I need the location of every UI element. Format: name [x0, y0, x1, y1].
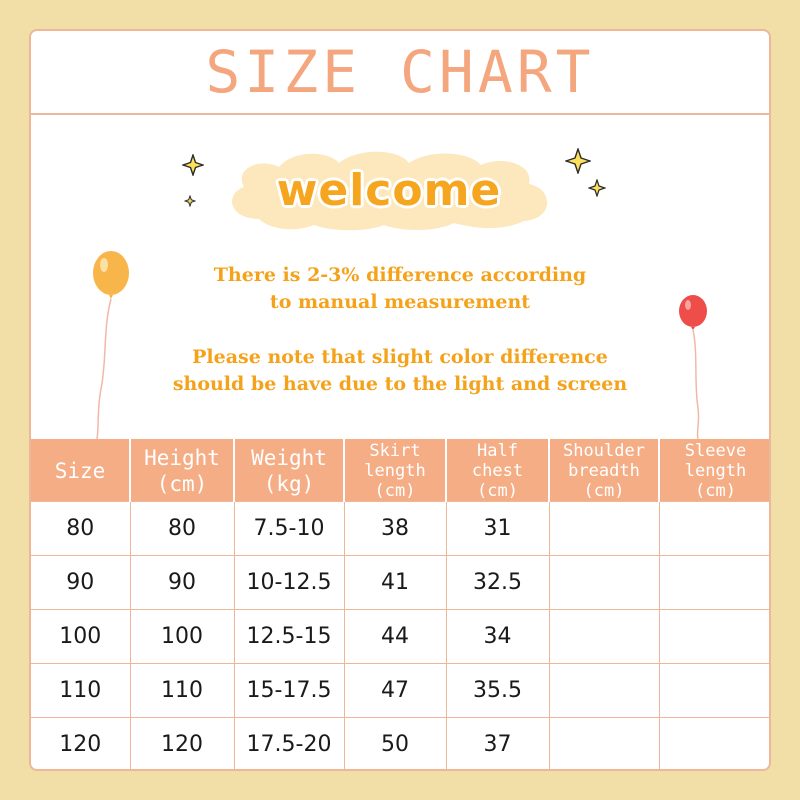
cell-sleeve-length	[658, 609, 769, 664]
cell-height: 80	[129, 501, 235, 556]
cell-weight: 7.5-10	[233, 501, 345, 556]
cell-shoulder-breadth	[548, 609, 660, 664]
table-row: 90 90 10-12.5 41 32.5	[31, 555, 769, 610]
cell-half-chest: 32.5	[445, 555, 550, 610]
red-balloon-icon	[679, 295, 707, 440]
cell-half-chest: 31	[445, 501, 550, 556]
cell-size: 100	[31, 609, 131, 664]
welcome-heading: welcome	[276, 164, 502, 216]
cell-skirt-length: 38	[343, 501, 447, 556]
cell-skirt-length: 47	[343, 663, 447, 718]
cell-height: 110	[129, 663, 235, 718]
color-note-line2: should be have due to the light and scre…	[172, 373, 628, 395]
measurement-note-line1: There is 2-3% difference according	[213, 264, 587, 286]
sparkle-star-icon	[184, 195, 196, 207]
cell-sleeve-length	[658, 501, 769, 556]
cell-weight: 17.5-20	[233, 717, 345, 769]
column-header-half-chest: Half chest (cm)	[445, 439, 549, 502]
measurement-note: There is 2-3% difference according to ma…	[31, 262, 769, 316]
cell-height: 100	[129, 609, 235, 664]
column-header-weight: Weight (kg)	[233, 439, 344, 502]
table-row: 100 100 12.5-15 44 34	[31, 609, 769, 664]
cell-sleeve-length	[658, 555, 769, 610]
cell-sleeve-length	[658, 717, 769, 769]
cell-shoulder-breadth	[548, 717, 660, 769]
table-row: 80 80 7.5-10 38 31	[31, 501, 769, 556]
table-row: 120 120 17.5-20 50 37	[31, 717, 769, 769]
cell-sleeve-length	[658, 663, 769, 718]
sparkle-star-icon	[588, 179, 606, 197]
column-header-skirt-length: Skirt length (cm)	[343, 439, 446, 502]
cell-half-chest: 35.5	[445, 663, 550, 718]
cell-size: 90	[31, 555, 131, 610]
cell-size: 120	[31, 717, 131, 769]
cell-skirt-length: 44	[343, 609, 447, 664]
cell-skirt-length: 50	[343, 717, 447, 769]
table-row: 110 110 15-17.5 47 35.5	[31, 663, 769, 718]
size-chart-card: SIZE CHART welcome There is 2-3% differe…	[29, 29, 771, 771]
sparkle-star-icon	[182, 154, 204, 176]
page-title: SIZE CHART	[205, 38, 595, 106]
cell-weight: 12.5-15	[233, 609, 345, 664]
column-header-size: Size	[31, 439, 130, 502]
cell-half-chest: 37	[445, 717, 550, 769]
cell-height: 90	[129, 555, 235, 610]
cell-height: 120	[129, 717, 235, 769]
color-note: Please note that slight color difference…	[31, 344, 769, 398]
cell-shoulder-breadth	[548, 555, 660, 610]
cell-shoulder-breadth	[548, 663, 660, 718]
cell-skirt-length: 41	[343, 555, 447, 610]
cell-size: 80	[31, 501, 131, 556]
color-note-line1: Please note that slight color difference	[192, 346, 608, 368]
cell-weight: 10-12.5	[233, 555, 345, 610]
column-header-sleeve-length: Sleeve length (cm)	[658, 439, 769, 502]
cell-weight: 15-17.5	[233, 663, 345, 718]
cell-size: 110	[31, 663, 131, 718]
column-header-height: Height (cm)	[129, 439, 234, 502]
sparkle-star-icon	[565, 148, 591, 174]
table-header-row: Size Height (cm) Weight (kg) Skirt length (c…	[31, 439, 769, 502]
title-band: SIZE CHART	[31, 31, 769, 115]
column-header-shoulder-breadth: Shoulder breadth (cm)	[548, 439, 659, 502]
size-table: Size Height (cm) Weight (kg) Skirt length (c…	[31, 439, 769, 769]
cell-half-chest: 34	[445, 609, 550, 664]
yellow-balloon-icon	[93, 251, 129, 440]
measurement-note-line2: to manual measurement	[269, 291, 531, 313]
cloud-bubble	[232, 151, 548, 231]
cell-shoulder-breadth	[548, 501, 660, 556]
